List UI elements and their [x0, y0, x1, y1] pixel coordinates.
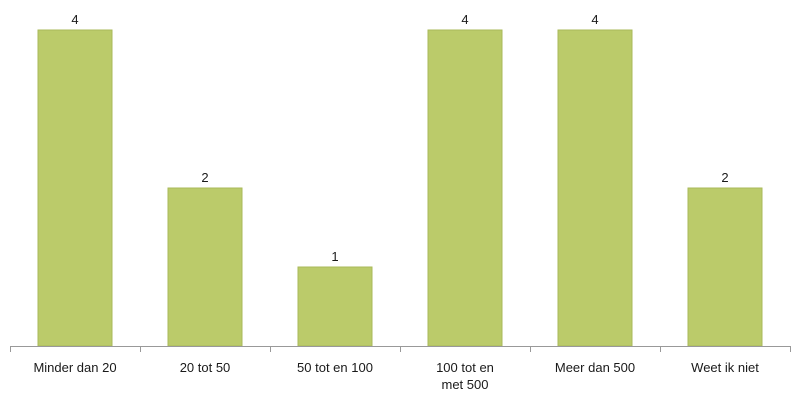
bar-value-label: 4 — [591, 12, 598, 27]
category-label-line: Minder dan 20 — [33, 360, 116, 375]
category-label: Minder dan 20 — [33, 360, 116, 375]
category-label-line: 100 tot en — [436, 360, 494, 375]
bar — [557, 29, 633, 347]
category-label: Weet ik niet — [691, 360, 759, 375]
bar-value-label: 4 — [461, 12, 468, 27]
bar-value-label: 2 — [201, 170, 208, 185]
category-label-line: 50 tot en 100 — [297, 360, 373, 375]
value-labels-group: 4 2 1 4 4 2 — [71, 12, 728, 264]
bars-group — [37, 29, 763, 347]
bar — [687, 187, 763, 347]
category-label: 20 tot 50 — [180, 360, 231, 375]
category-label-line: 20 tot 50 — [180, 360, 231, 375]
category-labels-group: Minder dan 20 20 tot 50 50 tot en 100 100 t… — [33, 360, 759, 392]
bar-value-label: 1 — [331, 249, 338, 264]
bar — [297, 266, 373, 347]
x-ticks-group — [10, 346, 791, 352]
category-label: 100 tot en met 500 — [436, 360, 494, 392]
category-label: Meer dan 500 — [555, 360, 635, 375]
bar — [37, 29, 113, 347]
bar-value-label: 2 — [721, 170, 728, 185]
bar — [427, 29, 503, 347]
bar — [167, 187, 243, 347]
category-label-line: Meer dan 500 — [555, 360, 635, 375]
category-label: 50 tot en 100 — [297, 360, 373, 375]
bar-value-label: 4 — [71, 12, 78, 27]
category-label-line: met 500 — [442, 377, 489, 392]
category-label-line: Weet ik niet — [691, 360, 759, 375]
